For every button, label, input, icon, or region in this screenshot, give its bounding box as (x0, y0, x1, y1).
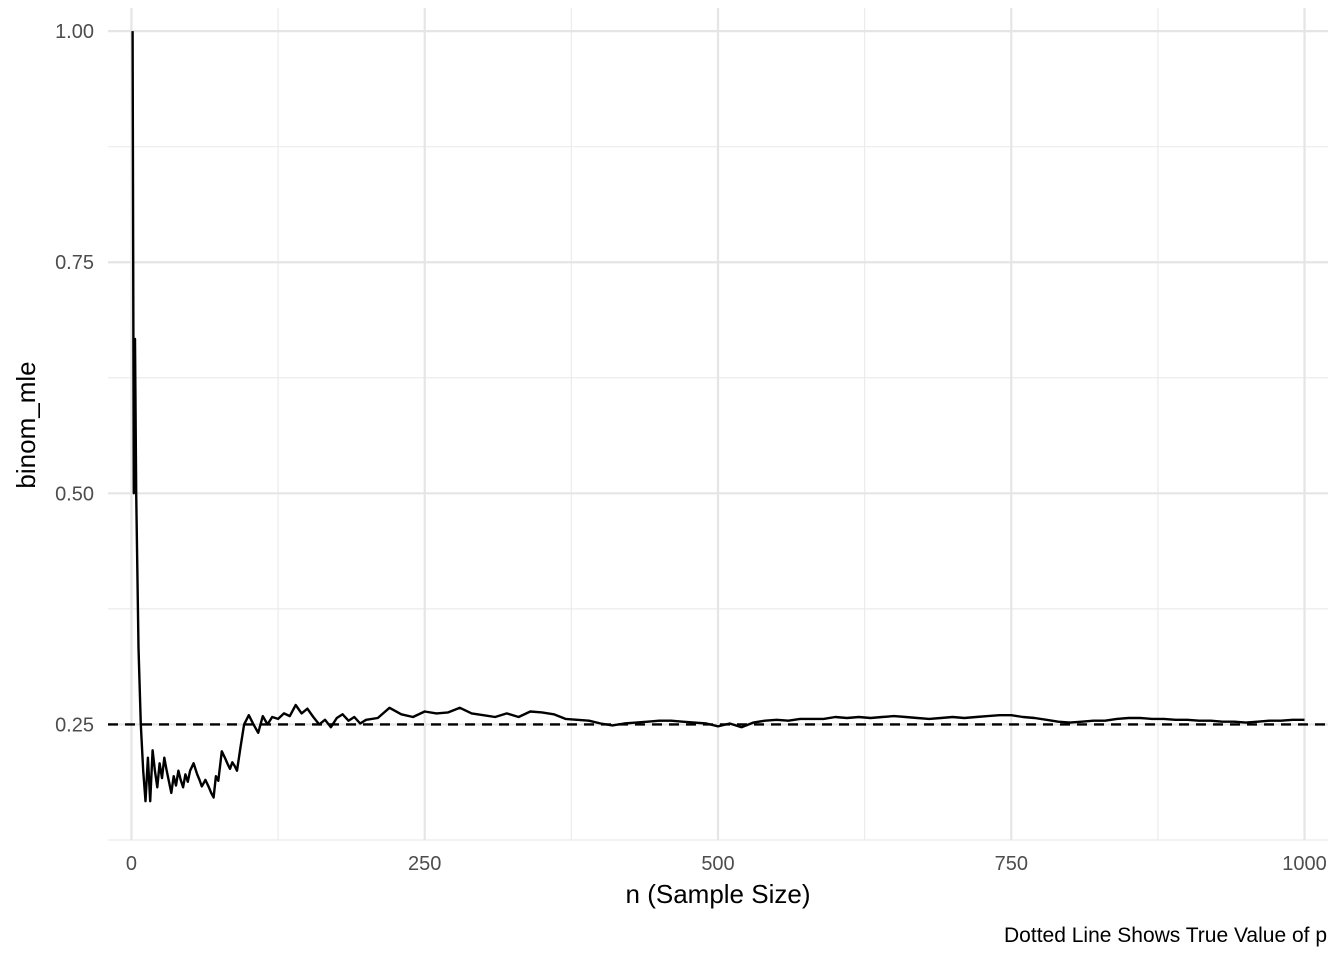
x-tick-label: 1000 (1282, 853, 1327, 875)
x-tick-label: 500 (701, 853, 734, 875)
y-tick-label: 0.50 (55, 483, 94, 505)
x-tick-label: 750 (995, 853, 1028, 875)
series-layer (131, 31, 1305, 803)
caption: Dotted Line Shows True Value of p (1004, 924, 1327, 947)
y-axis-title: binom_mle (11, 361, 41, 488)
x-tick-label: 0 (126, 853, 137, 875)
y-tick-labels: 0.25 0.50 0.75 1.00 (55, 21, 94, 736)
major-gridlines (108, 8, 1328, 840)
y-tick-label: 0.25 (55, 714, 94, 736)
x-tick-label: 250 (408, 853, 441, 875)
y-tick-label: 1.00 (55, 21, 94, 43)
y-tick-label: 0.75 (55, 252, 94, 274)
x-axis-title: n (Sample Size) (626, 879, 811, 909)
x-tick-labels: 0 250 500 750 1000 (126, 853, 1327, 875)
series-line (131, 31, 1305, 803)
